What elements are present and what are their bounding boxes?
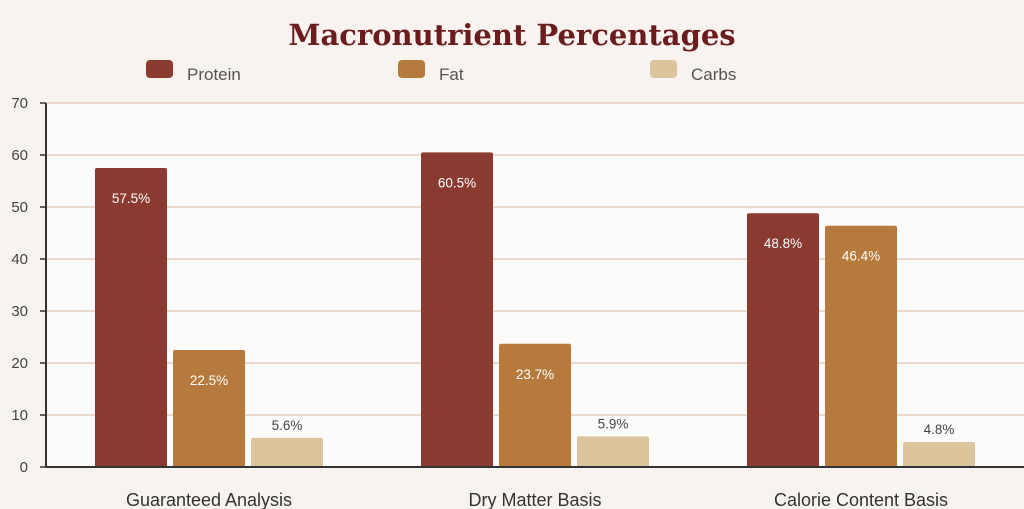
- legend-swatch: [650, 60, 677, 78]
- x-axis-categories: Guaranteed Analysis Dry Matter Basis Calor…: [126, 490, 948, 509]
- x-category-label: Guaranteed Analysis: [126, 490, 292, 509]
- y-tick-label: 30: [11, 303, 28, 320]
- data-label-carbs-guaranteed-analysis: 5.6%: [272, 418, 303, 433]
- y-tick-label: 50: [11, 199, 28, 216]
- y-tick-label: 70: [11, 95, 28, 112]
- data-label-carbs-calorie-content-basis: 4.8%: [924, 422, 955, 437]
- bar-protein-guaranteed-analysis: [95, 168, 167, 467]
- legend-label: Protein: [187, 65, 241, 84]
- data-label-fat-guaranteed-analysis: 22.5%: [190, 373, 228, 388]
- legend: Protein Fat Carbs: [146, 60, 736, 84]
- legend-item-carbs: Carbs: [650, 60, 736, 84]
- bars: [95, 152, 975, 467]
- legend-swatch: [398, 60, 425, 78]
- data-labels: 57.5% 22.5% 5.6% 60.5% 23.7% 5.9% 48.8% 46.4% 4.…: [112, 175, 955, 437]
- data-label-protein-dry-matter-basis: 60.5%: [438, 175, 476, 190]
- bar-protein-dry-matter-basis: [421, 152, 493, 467]
- legend-label: Carbs: [691, 65, 736, 84]
- data-label-fat-calorie-content-basis: 46.4%: [842, 249, 880, 264]
- x-category-label: Dry Matter Basis: [468, 490, 601, 509]
- axes: [45, 103, 1024, 468]
- bar-carbs-calorie-content-basis: [903, 442, 975, 467]
- chart-title: Macronutrient Percentages: [288, 18, 735, 52]
- bar-carbs-guaranteed-analysis: [251, 437, 323, 467]
- bar-fat-guaranteed-analysis: [173, 350, 245, 467]
- bar-carbs-dry-matter-basis: [577, 436, 649, 467]
- y-axis-ticks: 0 10 20 30 40 50 60 70: [11, 95, 46, 476]
- data-label-protein-guaranteed-analysis: 57.5%: [112, 191, 150, 206]
- bar-fat-calorie-content-basis: [825, 225, 897, 467]
- legend-item-fat: Fat: [398, 60, 464, 84]
- y-tick-label: 60: [11, 147, 28, 164]
- legend-label: Fat: [439, 65, 464, 84]
- legend-item-protein: Protein: [146, 60, 241, 84]
- data-label-protein-calorie-content-basis: 48.8%: [764, 236, 802, 251]
- data-label-fat-dry-matter-basis: 23.7%: [516, 367, 554, 382]
- bar-protein-calorie-content-basis: [747, 213, 819, 467]
- y-tick-label: 0: [20, 459, 28, 476]
- legend-swatch: [146, 60, 173, 78]
- data-label-carbs-dry-matter-basis: 5.9%: [598, 416, 629, 431]
- y-tick-label: 40: [11, 251, 28, 268]
- y-tick-label: 10: [11, 407, 28, 424]
- y-tick-label: 20: [11, 355, 28, 372]
- bar-fat-dry-matter-basis: [499, 343, 571, 467]
- x-category-label: Calorie Content Basis: [774, 490, 948, 509]
